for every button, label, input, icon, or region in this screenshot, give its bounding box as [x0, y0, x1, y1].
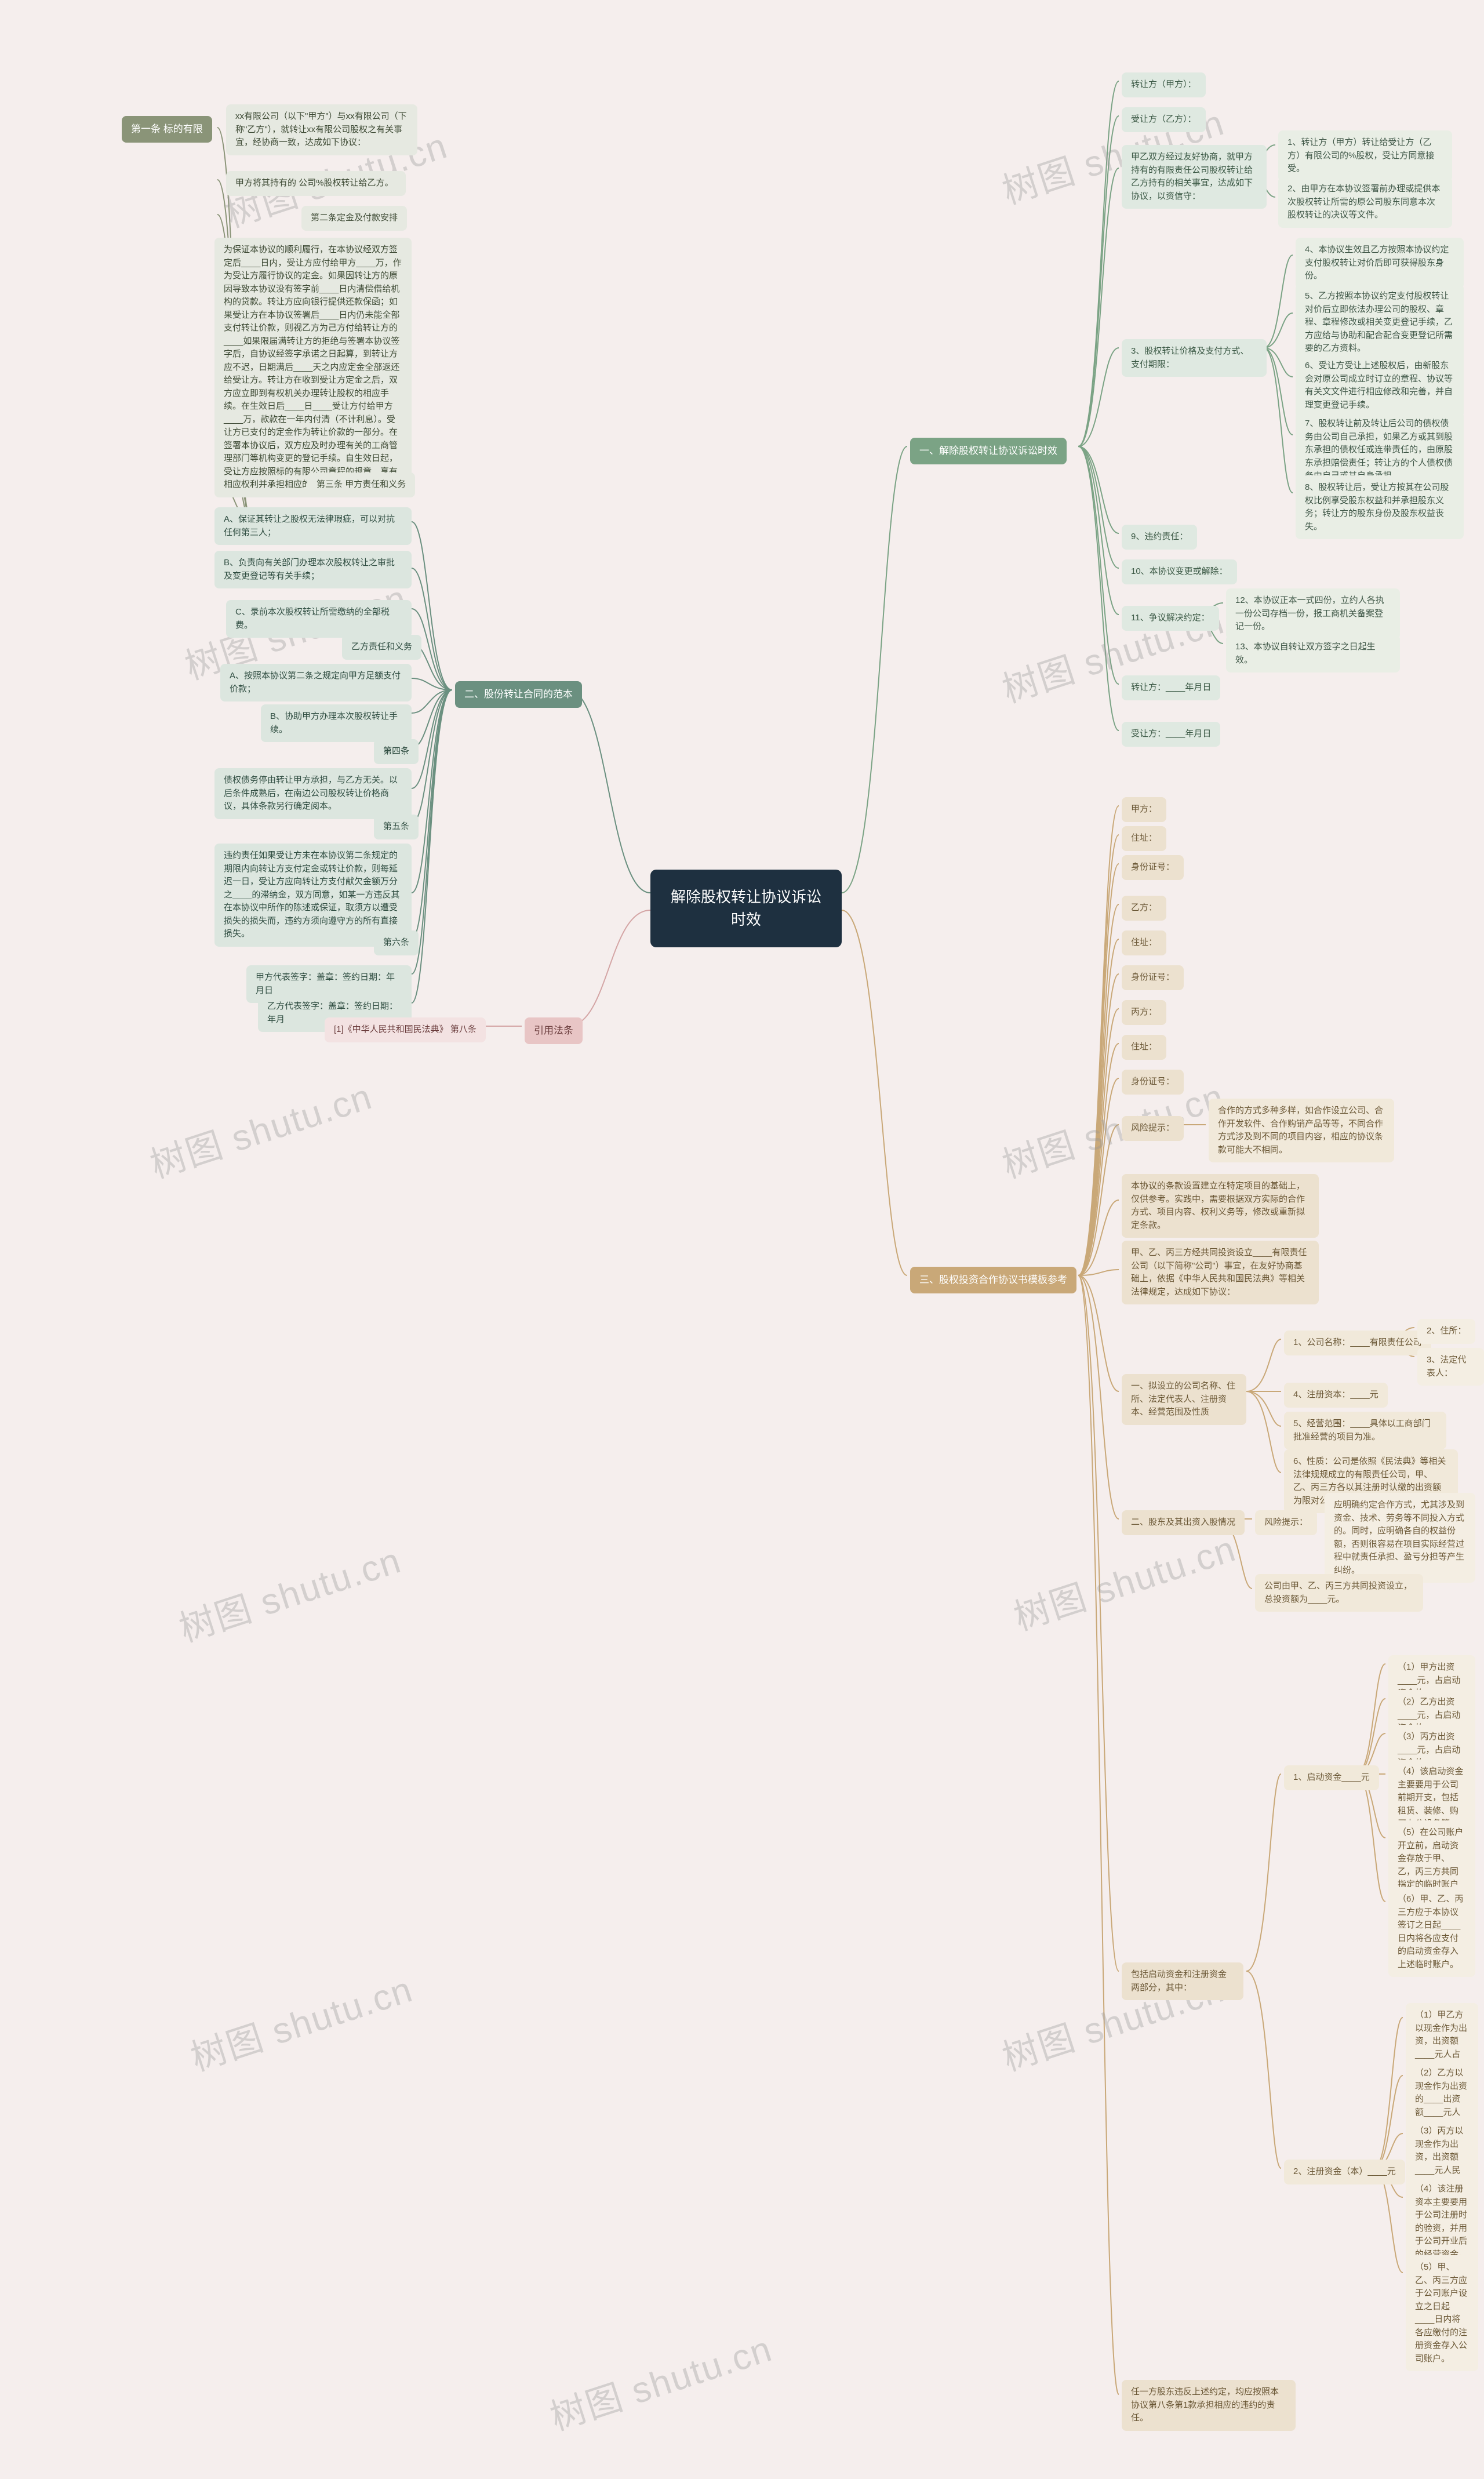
left-b2-g: 第四条 — [374, 739, 419, 764]
r1-b: 受让方（乙方）： — [1122, 107, 1206, 132]
r1-d2: 5、乙方按照本协议约定支付股权转让对价后立即依法办理公司的股权、章程、章程修改或… — [1296, 284, 1464, 361]
r3-e: 住址： — [1122, 930, 1166, 955]
left-b2-b: B、负责向有关部门办理本次股权转让之审批及变更登记等有关手续； — [214, 551, 412, 588]
r3-b: 住址： — [1122, 826, 1166, 851]
r1-g1: 12、本协议正本一式四份，立约人各执一份公司存档一份，报工商机关备案登记一份。 — [1226, 588, 1400, 639]
watermark: 树图 shutu.cn — [995, 1067, 1230, 1188]
left-b2-h: 债权债务停由转让甲方承担，与乙方无关。以后条件成熟后，在南边公司股权转让价格商议… — [214, 768, 412, 819]
r3-m-title: 一、拟设立的公司名称、住所、法定代表人、注册资本、经营范围及性质 — [1122, 1374, 1246, 1425]
r3-n-risk: 风险提示： — [1255, 1510, 1317, 1535]
r3-o2e: （5）甲、乙、丙三方应于公司账户设立之日起____日内将各应缴付的注册资金存入公… — [1406, 2255, 1478, 2371]
watermark: 树图 shutu.cn — [1006, 1520, 1242, 1640]
r3-m1: 1、公司名称：____有限责任公司 — [1284, 1331, 1431, 1355]
left-b1-e: 第三条 甲方责任和义务 — [307, 472, 415, 497]
right-b3-title: 三、股权投资合作协议书模板参考 — [910, 1267, 1076, 1293]
r3-m3: 5、经营范围：____具体以工商部门批准经营的项目为准。 — [1284, 1412, 1446, 1449]
ref-title: 引用法条 — [525, 1017, 583, 1044]
r3-h: 住址： — [1122, 1035, 1166, 1060]
r3-o-title: 包括启动资金和注册资金两部分，其中： — [1122, 1962, 1243, 2000]
r1-h: 转让方：____年月日 — [1122, 675, 1220, 700]
left-b1-a: xx有限公司（以下"甲方"）与xx有限公司（下称"乙方"），就转让xx有限公司股… — [226, 104, 417, 155]
left-b2-e: A、按照本协议第二条之规定向甲方足额支付价款； — [220, 664, 412, 701]
center-node: 解除股权转让协议诉讼时效 — [650, 870, 842, 947]
r1-e: 9、违约责任： — [1122, 525, 1197, 550]
r3-d: 乙方： — [1122, 896, 1166, 921]
r1-a: 转让方（甲方）： — [1122, 72, 1206, 97]
r3-a: 甲方： — [1122, 797, 1166, 822]
r1-f: 10、本协议变更或解除： — [1122, 559, 1237, 584]
left-b1-title: 第一条 标的有限 — [122, 116, 212, 143]
left-b2-a: A、保证其转让之股权无法律瑕疵，可以对抗任何第三人； — [214, 507, 412, 545]
r3-m1b: 3、法定代表人： — [1417, 1348, 1484, 1386]
r3-n-risk1: 应明确约定合作方式，尤其涉及到资金、技术、劳务等不同投入方式的。同时，应明确各自… — [1325, 1493, 1475, 1583]
left-b2-title: 二、股份转让合同的范本 — [455, 681, 582, 708]
r3-n-title: 二、股东及其出资入股情况 — [1122, 1510, 1245, 1535]
r1-c2: 2、由甲方在本协议签署前办理或提供本次股权转让所需的原公司股东同意本次股权转让的… — [1278, 177, 1452, 228]
r3-i: 身份证号： — [1122, 1070, 1184, 1095]
r3-m2: 4、注册资本：____元 — [1284, 1383, 1388, 1408]
left-b1-b: 甲方将其持有的 公司%股权转让给乙方。 — [226, 171, 406, 196]
left-b2-i: 第五条 — [374, 815, 419, 839]
watermark: 树图 shutu.cn — [543, 2320, 778, 2440]
right-b1-title: 一、解除股权转让协议诉讼时效 — [910, 438, 1067, 464]
r1-c1: 1、转让方（甲方）转让给受让方（乙方）有限公司的%股权，受让方同意接受。 — [1278, 130, 1452, 181]
left-b2-c: C、录前本次股权转让所需缴纳的全部税费。 — [226, 600, 412, 638]
r1-d1: 4、本协议生效且乙方按照本协议约定支付股权转让对价后即可获得股东身份。 — [1296, 238, 1464, 289]
r3-o1f: （6）甲、乙、丙三方应于本协议签订之日起____日内将各应支付的启动资金存入上述… — [1388, 1887, 1475, 1977]
r3-g: 丙方： — [1122, 1000, 1166, 1025]
r3-j: 风险提示： — [1122, 1116, 1184, 1141]
r1-i: 受让方：____年月日 — [1122, 722, 1220, 747]
left-b2-f: B、协助甲方办理本次股权转让手续。 — [261, 704, 412, 742]
r3-n1: 公司由甲、乙、丙三方共同投资设立，总投资额为____元。 — [1255, 1574, 1423, 1612]
r1-g2: 13、本协议自转让双方签字之日起生效。 — [1226, 635, 1400, 673]
r1-d: 3、股权转让价格及支付方式、支付期限： — [1122, 339, 1267, 377]
left-b1-d: 为保证本协议的顺利履行，在本协议经双方签定后____日内，受让方应付给甲方___… — [214, 238, 412, 497]
watermark: 树图 shutu.cn — [143, 1067, 378, 1188]
r3-j1: 合作的方式多种多样，如合作设立公司、合作开发软件、合作购销产品等等，不同合作方式… — [1209, 1099, 1394, 1162]
r1-g: 11、争议解决约定： — [1122, 606, 1219, 631]
r3-o1-title: 1、启动资金____元 — [1284, 1765, 1379, 1790]
left-b1-c: 第二条定金及付款安排 — [301, 206, 407, 231]
r1-d5: 8、股权转让后，受让方按其在公司股权比例享受股东权益和并承担股东义务；转让方的股… — [1296, 475, 1464, 539]
r3-l: 甲、乙、丙三方经共同投资设立____有限责任公司（以下简称"公司"）事宜，在友好… — [1122, 1241, 1319, 1304]
watermark: 树图 shutu.cn — [172, 1531, 407, 1652]
r1-c: 甲乙双方经过友好协商，就甲方持有的有限责任公司股权转让给乙方持有的相关事宜，达成… — [1122, 145, 1267, 209]
r1-d3: 6、受让方受让上述股权后，由新股东会对原公司成立时订立的章程、协议等有关文文件进… — [1296, 354, 1464, 417]
r3-c: 身份证号： — [1122, 855, 1184, 880]
left-b2-d: 乙方责任和义务 — [342, 635, 421, 660]
r3-m1a: 2、住所： — [1417, 1319, 1475, 1344]
watermark: 树图 shutu.cn — [183, 1960, 419, 2081]
r3-o2-title: 2、注册资金（本）____元 — [1284, 2160, 1405, 2184]
ref-a: [1]《中华人民共和国民法典》 第八条 — [325, 1017, 486, 1042]
left-b2-k: 第六条 — [374, 930, 419, 955]
r3-k: 本协议的条款设置建立在特定项目的基础上，仅供参考。实践中，需要根据双方实际的合作… — [1122, 1174, 1319, 1238]
r3-f: 身份证号： — [1122, 965, 1184, 990]
r3-p: 任一方股东违反上述约定，均应按照本协议第八条第1款承担相应的违约的责任。 — [1122, 2380, 1296, 2431]
